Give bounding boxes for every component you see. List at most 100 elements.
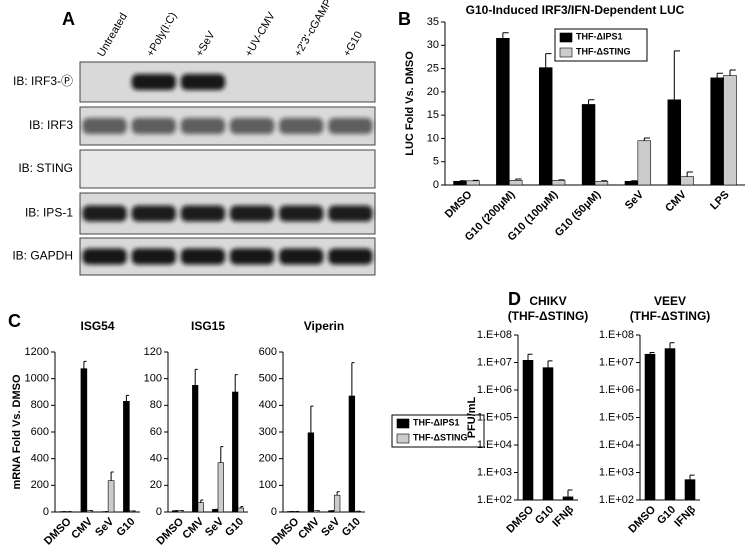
bar	[581, 104, 596, 186]
x-tick-label: CMV	[69, 515, 95, 541]
lane-label: +UV-CMV	[243, 10, 278, 59]
y-axis-label: mRNA Fold Vs. DMSO	[11, 374, 23, 490]
y-tick-label: 100	[259, 479, 277, 491]
y-tick-label: 1.E+04	[477, 439, 512, 451]
blot-band	[131, 248, 176, 265]
y-tick-label: 35	[427, 16, 439, 28]
error-bar	[234, 374, 238, 392]
y-tick-label: 1000	[25, 373, 49, 385]
y-tick-label: 60	[150, 426, 162, 438]
blot-strip	[79, 106, 376, 146]
x-tick-label: DMSO	[626, 503, 658, 535]
error-bar	[83, 360, 87, 369]
blot-band	[131, 118, 176, 134]
y-tick-label: 1.E+02	[599, 494, 634, 506]
bar	[680, 176, 694, 186]
y-tick-label: 1.E+02	[477, 494, 512, 506]
error-bar	[240, 506, 244, 508]
blot-band	[279, 205, 324, 222]
x-tick-label: G10	[340, 516, 363, 539]
blot-band	[328, 205, 373, 222]
y-tick-label: 1.E+06	[477, 384, 512, 396]
legend-label: THF-ΔIPS1	[413, 417, 459, 427]
bar	[723, 75, 737, 186]
bar	[624, 180, 639, 186]
error-bar	[689, 474, 695, 480]
blot-band	[180, 74, 226, 90]
bar	[496, 37, 510, 186]
y-tick-label: 100	[144, 373, 162, 385]
bar	[551, 180, 566, 186]
blot-band	[180, 248, 226, 265]
y-tick-label: 80	[150, 399, 162, 411]
error-bar	[643, 137, 651, 141]
error-bar	[502, 32, 509, 39]
y-axis-label: PFU/mL	[466, 396, 478, 438]
y-tick-label: 1.E+08	[599, 329, 634, 341]
blot-strip	[79, 61, 376, 103]
bar	[333, 494, 341, 513]
y-tick-label: 20	[150, 479, 162, 491]
error-bar	[336, 491, 340, 496]
y-tick-label: 400	[31, 453, 49, 465]
bar	[80, 368, 88, 513]
error-bar	[351, 362, 355, 396]
y-tick-label: 800	[31, 399, 49, 411]
x-tick-label: IFNβ	[550, 503, 576, 529]
bar	[710, 77, 724, 186]
x-tick-label: CMV	[296, 515, 322, 541]
blot-band	[229, 248, 275, 265]
bar	[197, 502, 204, 513]
y-tick-label: 200	[259, 453, 277, 465]
blot-band	[279, 118, 324, 134]
x-tick-label: CMV	[663, 188, 689, 214]
y-tick-label: 400	[259, 399, 277, 411]
blot-row-label: IB: IPS-1	[25, 206, 73, 220]
y-axis-label: LUC Fold Vs. DMSO	[404, 51, 416, 156]
y-tick-label: 15	[427, 109, 439, 121]
blot-band	[180, 118, 226, 134]
bar	[107, 480, 115, 513]
x-tick-label: G10 (50μM)	[553, 188, 604, 239]
blot-strip	[79, 237, 376, 276]
error-bar	[200, 499, 204, 503]
lane-label: +G10	[341, 29, 365, 59]
chart-title: G10-Induced IRF3/IFN-Dependent LUC	[466, 3, 685, 17]
x-tick-label: DMSO	[443, 188, 475, 220]
error-bar	[588, 99, 595, 105]
blot-strip	[79, 192, 376, 235]
blot-band	[328, 248, 373, 265]
bar	[508, 180, 523, 186]
blot-band	[229, 205, 275, 222]
bar	[348, 395, 356, 513]
x-tick-label: SeV	[319, 515, 343, 539]
y-tick-label: 25	[427, 62, 439, 74]
error-bar	[194, 368, 198, 386]
error-bar	[545, 53, 552, 68]
x-tick-label: SeV	[93, 515, 117, 539]
y-tick-label: 0	[43, 506, 49, 518]
error-bar	[669, 342, 675, 349]
x-tick-label: G10	[223, 516, 246, 539]
bar	[644, 353, 656, 501]
y-tick-label: 1.E+07	[599, 356, 634, 368]
blot-row-label: IB: IRF3-Ⓟ	[13, 74, 73, 88]
error-bar	[515, 178, 522, 181]
bar	[237, 507, 244, 513]
bar	[123, 401, 130, 513]
legend-swatch	[396, 433, 410, 444]
bar	[684, 479, 696, 501]
legend-label: THF-ΔSTING	[413, 432, 467, 442]
lane-label: Untreated	[95, 11, 130, 59]
chart-title: VEEV	[654, 294, 686, 308]
y-tick-label: 600	[31, 426, 49, 438]
y-tick-label: 500	[259, 373, 277, 385]
x-tick-label: CMV	[180, 515, 206, 541]
chart-subtitle: (THF-ΔSTING)	[630, 309, 711, 323]
y-tick-label: 1.E+05	[599, 411, 634, 423]
x-tick-label: DMSO	[504, 503, 536, 535]
bar	[664, 348, 676, 501]
bar	[542, 367, 554, 501]
panel-label: C	[8, 311, 21, 331]
